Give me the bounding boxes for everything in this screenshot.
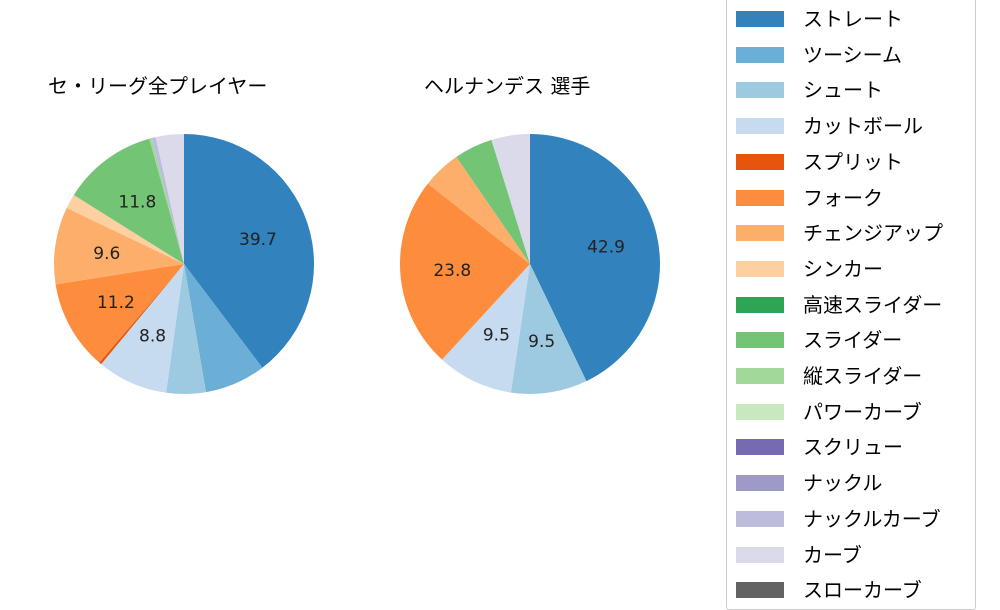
legend-label: スプリット	[803, 149, 903, 174]
pie-slice	[101, 264, 184, 393]
pie-slice	[55, 264, 184, 363]
pie-left: 39.7 8.811.2 9.6 11.8	[54, 134, 314, 394]
slice-label: 9.5	[483, 325, 510, 345]
pie-slice	[510, 264, 587, 394]
legend-swatch	[736, 475, 784, 492]
pie-slice	[54, 207, 185, 285]
pie-slice	[184, 134, 314, 368]
legend-swatch	[736, 582, 784, 599]
pie-slice	[73, 138, 184, 264]
legend-swatch	[736, 82, 784, 99]
slice-label: 11.2	[97, 293, 135, 313]
pie-slice	[530, 134, 661, 382]
legend-label: ナックル	[803, 471, 883, 496]
legend-label: パワーカーブ	[803, 399, 922, 424]
legend-label: ストレート	[803, 7, 903, 31]
legend-swatch	[736, 11, 784, 27]
pie-slice	[166, 264, 206, 394]
slice-label: 8.8	[139, 326, 166, 346]
legend-swatch	[736, 118, 784, 135]
legend-label: 縦スライダー	[803, 364, 923, 388]
pie-right: 42.9 9.5 9.5 23.8	[399, 134, 661, 394]
pie-slice	[149, 138, 184, 264]
pie-slice	[99, 264, 184, 365]
legend-label: スライダー	[803, 328, 903, 353]
legend-label: シンカー	[803, 256, 883, 281]
legend-swatch	[736, 368, 784, 384]
legend-swatch	[736, 439, 784, 456]
legend-label: ツーシーム	[803, 42, 902, 67]
legend-label: チェンジアップ	[803, 221, 943, 246]
slice-label: 11.8	[118, 192, 156, 212]
slice-label: 23.8	[433, 261, 471, 281]
legend-swatch	[736, 403, 784, 420]
pie-slice	[399, 183, 530, 360]
pie-slice	[427, 156, 530, 264]
legend-label: カーブ	[803, 542, 862, 567]
legend-swatch	[736, 260, 784, 277]
legend-label: ナックルカーブ	[803, 506, 941, 531]
slice-label: 42.9	[587, 238, 625, 258]
pie-slice	[155, 134, 184, 264]
pie-slice	[491, 134, 530, 264]
legend-label: 高速スライダー	[803, 292, 943, 317]
slice-label: 39.7	[239, 230, 277, 250]
slice-label: 9.6	[93, 244, 120, 264]
legend-swatch	[736, 510, 784, 527]
pie-slice	[151, 137, 184, 264]
legend-label: フォーク	[803, 185, 883, 210]
legend-label: シュート	[803, 78, 883, 103]
pie-slice	[184, 264, 263, 393]
legend-label: スローカーブ	[803, 578, 922, 603]
pie-left-title: セ・リーグ全プレイヤー	[48, 74, 268, 98]
pie-slice	[66, 195, 184, 264]
legend-swatch	[736, 332, 784, 349]
legend-swatch	[736, 225, 784, 242]
pie-slice	[456, 139, 530, 264]
legend-label: カットボール	[803, 114, 923, 139]
legend-swatch	[736, 46, 784, 63]
legend: ストレートツーシームシュートカットボール スプリットフォークチェンジアップ シンカー…	[726, 0, 976, 610]
pie-right-title: ヘルナンデス 選手	[424, 74, 591, 98]
legend-swatch	[736, 189, 784, 206]
legend-swatch	[736, 546, 784, 563]
pie-slice	[441, 264, 530, 393]
legend-label: スクリュー	[803, 435, 903, 460]
legend-swatch	[736, 153, 784, 170]
slice-label: 9.5	[528, 332, 555, 352]
legend-swatch	[736, 296, 784, 313]
